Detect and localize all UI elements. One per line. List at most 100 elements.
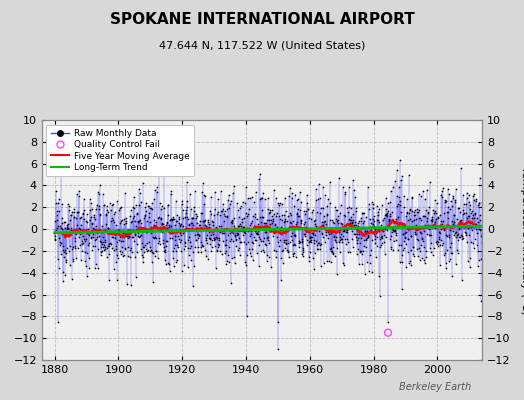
Point	[443, 204, 452, 210]
Point	[78, 229, 86, 236]
Point	[472, 221, 481, 227]
Point	[312, 197, 321, 203]
Point	[88, 221, 96, 228]
Point	[439, 218, 447, 224]
Point	[59, 278, 68, 284]
Point	[248, 218, 256, 224]
Point	[224, 244, 233, 250]
Point	[192, 220, 201, 226]
Point	[167, 216, 175, 222]
Point	[115, 237, 124, 244]
Point	[403, 217, 412, 224]
Point	[138, 240, 146, 246]
Point	[330, 237, 339, 244]
Point	[77, 256, 85, 263]
Point	[199, 218, 208, 225]
Point	[204, 227, 212, 234]
Point	[312, 242, 321, 248]
Point	[234, 223, 242, 230]
Point	[419, 257, 428, 263]
Point	[97, 239, 105, 246]
Point	[398, 259, 406, 265]
Point	[268, 220, 277, 226]
Point	[360, 243, 368, 249]
Point	[142, 208, 150, 214]
Point	[470, 191, 478, 197]
Point	[116, 248, 124, 254]
Point	[230, 183, 238, 190]
Point	[264, 195, 272, 201]
Point	[217, 223, 225, 229]
Point	[137, 252, 146, 258]
Point	[411, 231, 419, 237]
Point	[106, 218, 115, 224]
Point	[180, 246, 188, 252]
Point	[320, 224, 328, 230]
Point	[59, 243, 67, 249]
Point	[99, 244, 107, 250]
Point	[250, 210, 259, 217]
Point	[348, 176, 357, 183]
Point	[315, 225, 323, 231]
Point	[372, 240, 380, 246]
Point	[156, 200, 165, 206]
Point	[364, 224, 373, 231]
Point	[424, 210, 432, 216]
Point	[56, 239, 64, 245]
Point	[451, 230, 459, 236]
Point	[418, 235, 427, 241]
Point	[154, 225, 162, 232]
Point	[318, 230, 326, 237]
Point	[219, 206, 227, 212]
Point	[207, 211, 215, 218]
Point	[143, 228, 151, 235]
Point	[143, 248, 151, 254]
Point	[176, 230, 184, 236]
Point	[306, 238, 314, 244]
Point	[444, 209, 452, 215]
Point	[261, 196, 270, 202]
Point	[371, 232, 379, 239]
Point	[193, 212, 201, 219]
Point	[456, 209, 464, 216]
Point	[411, 231, 420, 237]
Point	[310, 240, 318, 246]
Point	[246, 222, 254, 228]
Point	[280, 211, 289, 218]
Point	[268, 233, 277, 239]
Point	[321, 218, 329, 224]
Point	[298, 236, 307, 242]
Point	[296, 207, 304, 214]
Point	[334, 220, 343, 226]
Point	[326, 230, 335, 236]
Point	[286, 209, 294, 216]
Point	[272, 195, 280, 201]
Point	[96, 238, 104, 245]
Point	[305, 238, 313, 245]
Point	[352, 222, 360, 228]
Point	[465, 212, 473, 219]
Point	[300, 221, 309, 227]
Point	[215, 242, 223, 248]
Point	[402, 212, 410, 219]
Point	[321, 192, 329, 198]
Point	[58, 201, 67, 207]
Point	[58, 226, 67, 232]
Point	[151, 219, 160, 226]
Point	[258, 195, 267, 201]
Point	[428, 216, 436, 223]
Point	[387, 188, 396, 194]
Point	[141, 200, 150, 206]
Point	[208, 244, 216, 250]
Point	[375, 206, 383, 213]
Point	[313, 209, 321, 216]
Point	[467, 210, 475, 216]
Point	[288, 190, 296, 196]
Point	[369, 205, 377, 211]
Point	[81, 238, 90, 244]
Point	[196, 210, 205, 216]
Point	[188, 214, 196, 221]
Point	[103, 245, 111, 252]
Point	[361, 228, 369, 235]
Point	[379, 232, 388, 238]
